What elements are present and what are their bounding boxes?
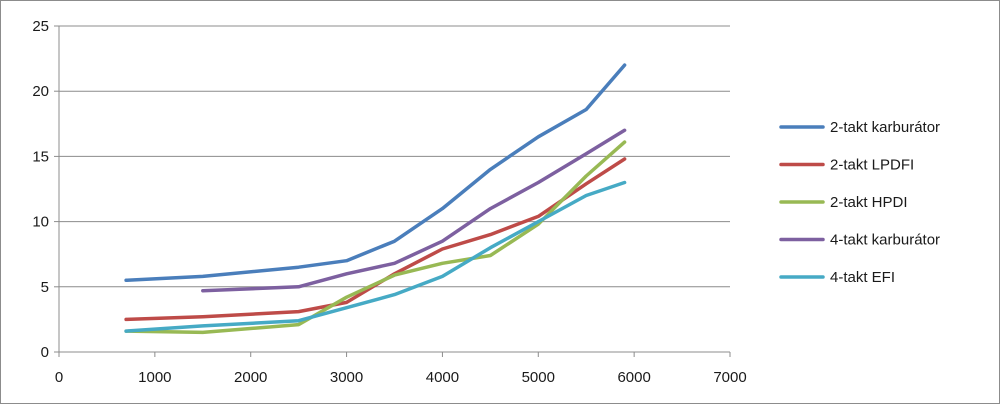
series-lines	[124, 63, 627, 335]
legend-item: 2-takt HPDI	[779, 194, 908, 211]
series-line-1	[124, 63, 627, 283]
series-line-3	[124, 140, 627, 335]
legend-item: 4-takt EFI	[779, 269, 895, 286]
legend-label: 2-takt karburátor	[830, 119, 940, 136]
legend-label: 4-takt EFI	[830, 269, 895, 286]
legend-label: 4-takt karburátor	[830, 232, 940, 249]
legend-label: 2-takt HPDI	[830, 194, 908, 211]
x-tick-label: 2000	[234, 369, 267, 386]
y-axis-ticks: 0 5 10 15 20 25	[32, 18, 59, 361]
gridlines	[59, 25, 730, 288]
x-tick-label: 5000	[522, 369, 555, 386]
y-tick-label: 10	[32, 214, 49, 231]
legend: 2-takt karburátor 2-takt LPDFI 2-takt HPDI…	[779, 119, 940, 286]
x-tick-label: 4000	[426, 369, 459, 386]
legend-item: 2-takt LPDFI	[779, 157, 914, 174]
x-tick-label: 1000	[138, 369, 171, 386]
axes	[58, 26, 730, 353]
series-line-4	[201, 128, 627, 293]
x-axis-ticks: 0 1000 2000 3000 4000 5000 6000 7000	[55, 352, 747, 386]
x-tick-label: 6000	[617, 369, 650, 386]
legend-item: 2-takt karburátor	[779, 119, 940, 136]
x-tick-label: 0	[55, 369, 63, 386]
y-tick-label: 20	[32, 83, 49, 100]
y-tick-label: 25	[32, 18, 49, 35]
series-line-2	[124, 157, 627, 322]
y-tick-label: 15	[32, 148, 49, 165]
series-line-5	[124, 180, 627, 333]
x-tick-label: 7000	[713, 369, 746, 386]
y-tick-label: 5	[41, 279, 49, 296]
x-tick-label: 3000	[330, 369, 363, 386]
y-tick-label: 0	[41, 344, 49, 361]
legend-label: 2-takt LPDFI	[830, 157, 914, 174]
legend-item: 4-takt karburátor	[779, 232, 940, 249]
